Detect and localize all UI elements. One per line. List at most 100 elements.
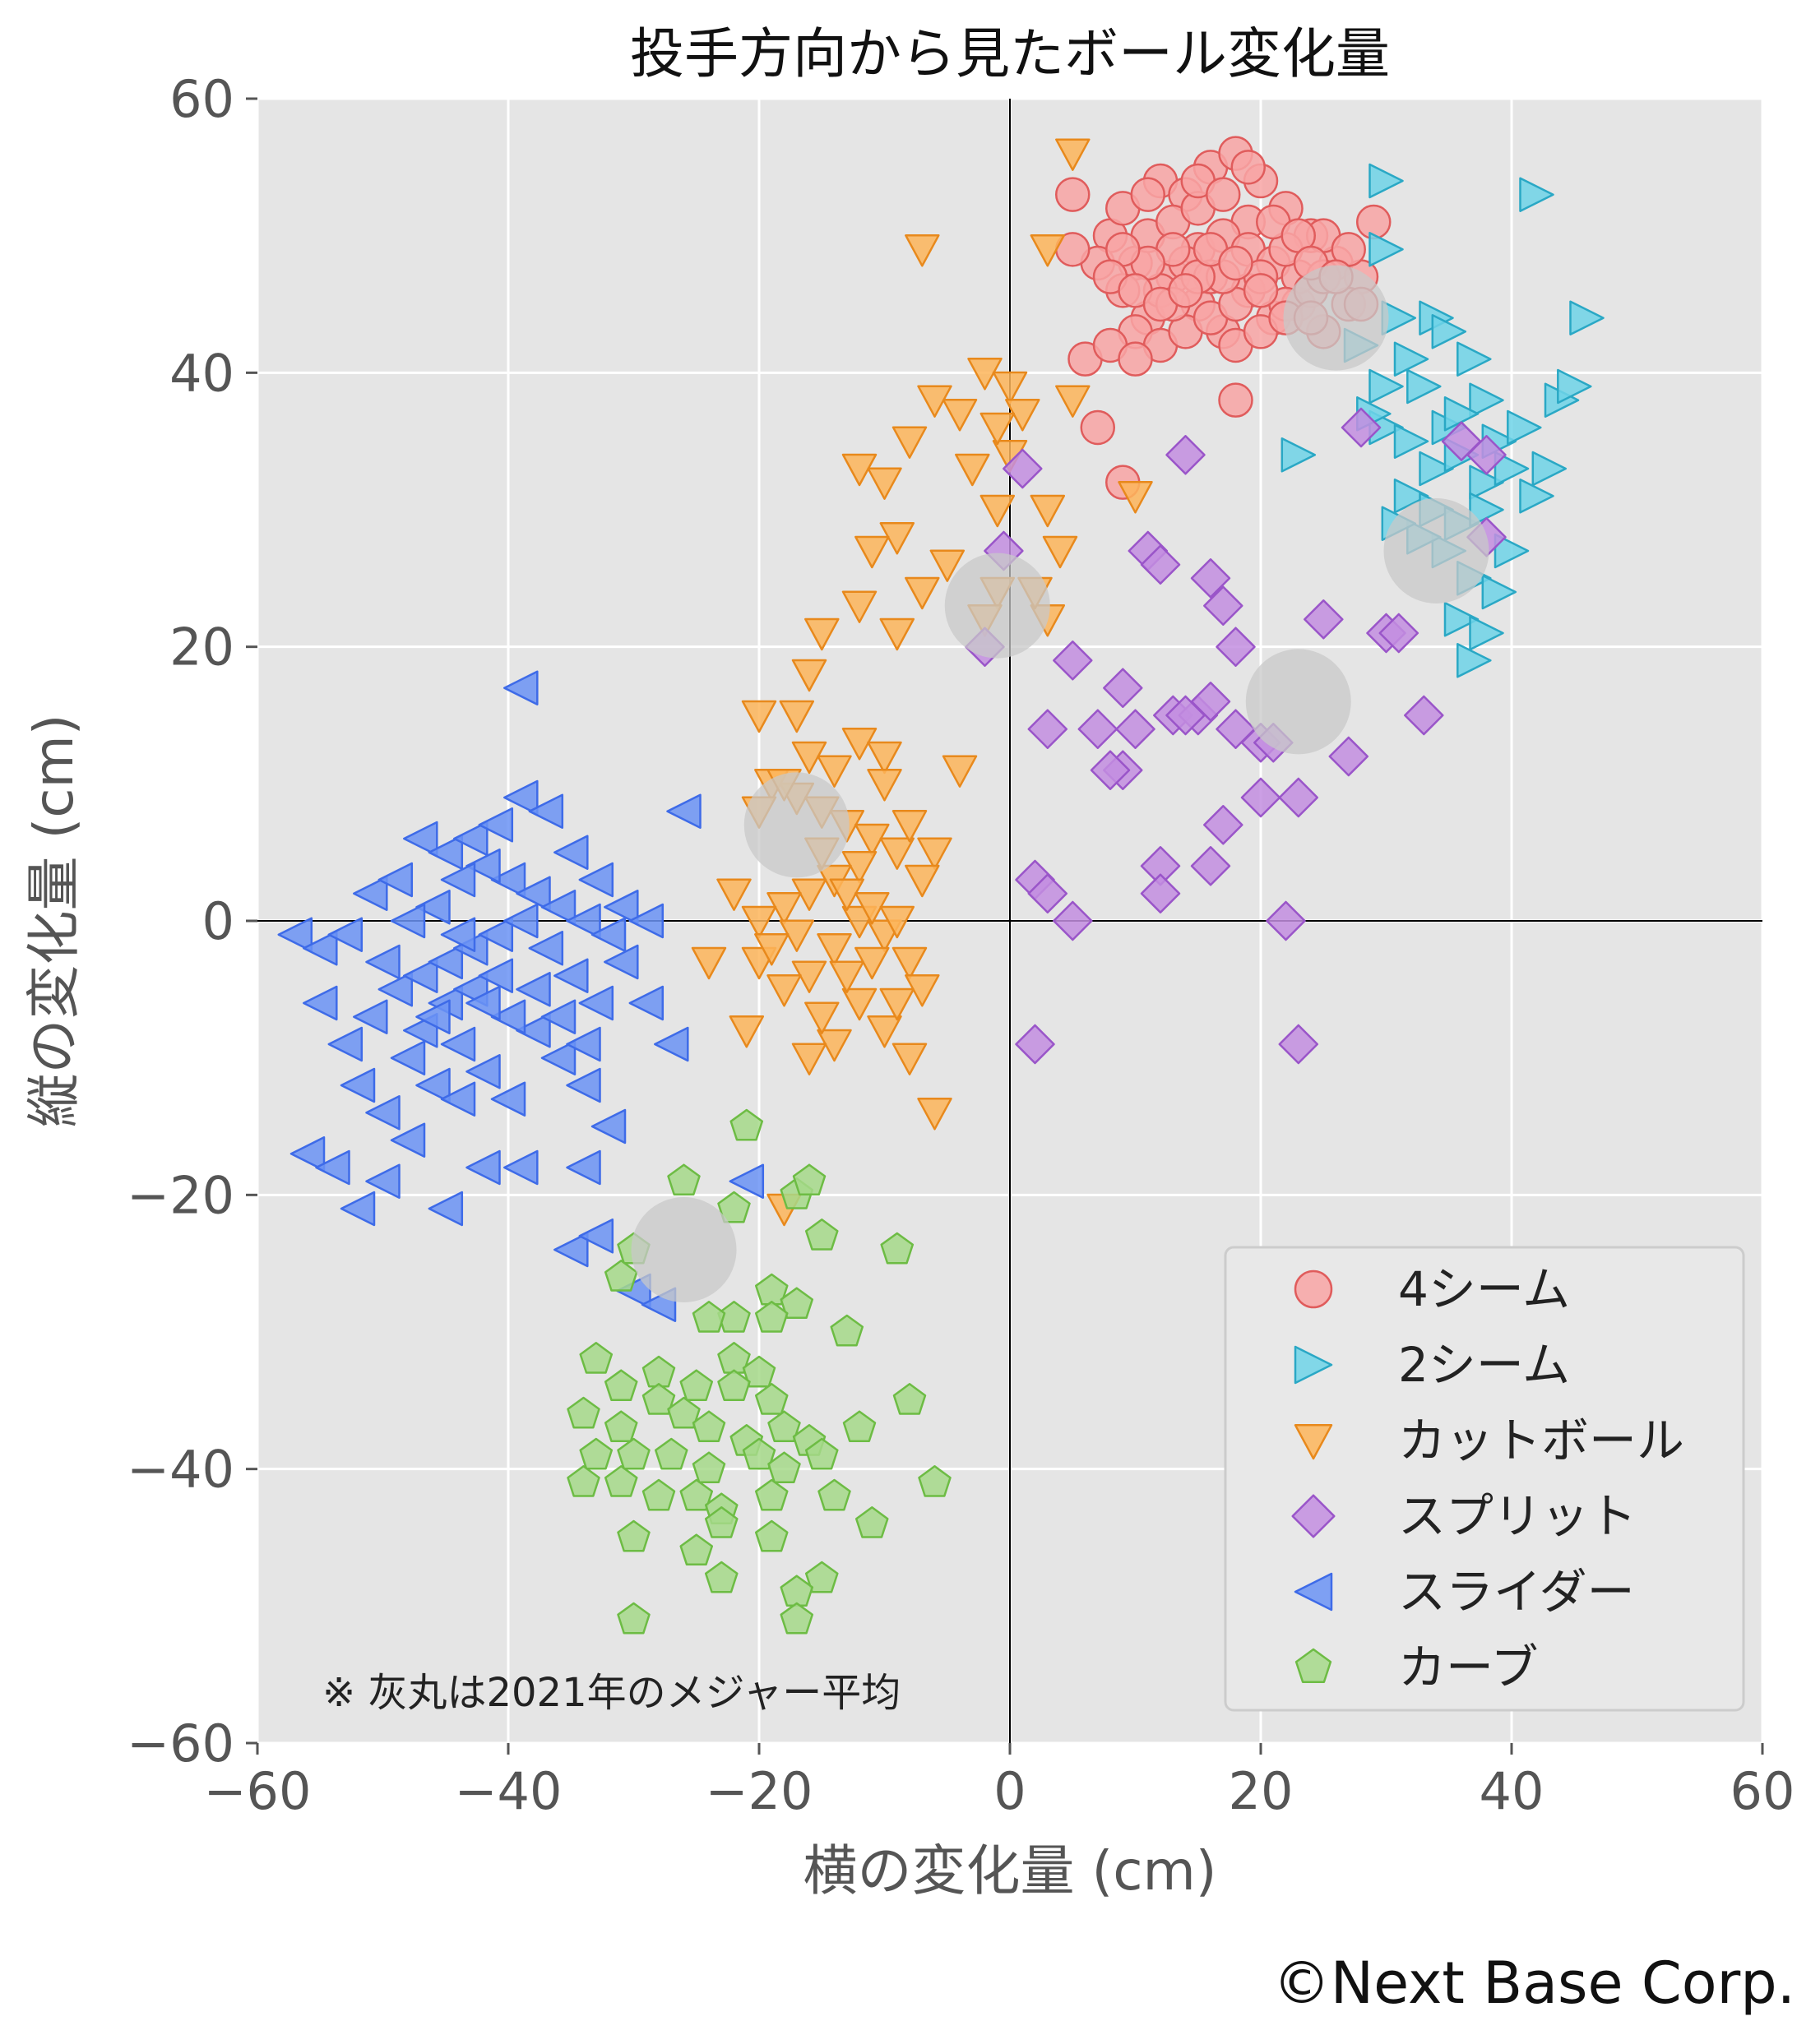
data-point: [766, 892, 802, 925]
data-point: [428, 835, 464, 870]
x-tick-label: −40: [455, 1761, 563, 1821]
data-point: [604, 944, 639, 980]
x-tick-label: 40: [1480, 1761, 1544, 1821]
legend-box: [1224, 1246, 1745, 1712]
data-point: [540, 999, 577, 1034]
data-point: [1165, 435, 1206, 475]
data-point: [854, 946, 890, 980]
data-point: [490, 862, 526, 898]
y-tick-label: 60: [169, 69, 234, 129]
data-point: [1519, 177, 1554, 212]
data-point: [667, 1163, 701, 1196]
data-point: [465, 1054, 501, 1089]
data-point: [303, 931, 338, 966]
legend-marker: [1294, 1424, 1333, 1460]
data-point: [654, 1437, 688, 1470]
legend-label: 2シーム: [1398, 1337, 1570, 1393]
data-point: [754, 1519, 789, 1552]
data-point: [804, 1219, 839, 1251]
data-point: [867, 1015, 902, 1048]
data-point: [440, 862, 476, 898]
league-average-point: [1245, 649, 1351, 755]
data-point: [553, 1232, 589, 1268]
data-point: [791, 659, 827, 692]
data-point: [879, 987, 915, 1021]
data-point: [289, 1136, 326, 1172]
data-point: [377, 972, 414, 1007]
data-point: [1230, 150, 1266, 185]
data-point: [1042, 535, 1078, 569]
data-point: [1055, 177, 1091, 212]
data-point: [365, 1095, 401, 1131]
data-point: [979, 494, 1016, 528]
data-point: [717, 1191, 751, 1223]
data-point: [1469, 615, 1504, 651]
data-point: [1419, 451, 1454, 487]
data-point: [503, 670, 539, 705]
data-point: [692, 1301, 726, 1333]
x-tick-label: −20: [706, 1761, 813, 1821]
data-point: [428, 1191, 464, 1227]
data-point: [516, 876, 551, 911]
data-point: [867, 769, 902, 802]
data-point: [942, 399, 978, 432]
data-point: [879, 905, 915, 939]
data-point: [567, 1465, 600, 1497]
data-point: [692, 1410, 726, 1443]
data-point: [942, 755, 978, 788]
data-point: [1055, 138, 1091, 171]
data-point: [854, 535, 890, 569]
data-point: [617, 1519, 651, 1552]
data-point: [841, 987, 878, 1021]
data-point: [779, 919, 815, 952]
data-point: [1431, 314, 1467, 349]
data-point: [1494, 533, 1530, 569]
data-point: [917, 385, 952, 418]
data-point: [729, 1015, 765, 1048]
data-point: [804, 617, 840, 651]
data-point: [1053, 900, 1093, 941]
data-point: [667, 1396, 701, 1429]
data-point: [1115, 709, 1155, 749]
league-average-point: [631, 1197, 737, 1302]
data-point: [353, 876, 388, 911]
data-point: [578, 1219, 614, 1254]
data-point: [1080, 409, 1115, 446]
data-point: [830, 1314, 864, 1347]
legend-marker: [1294, 1648, 1332, 1684]
data-point: [704, 1561, 739, 1593]
data-point: [918, 1465, 952, 1497]
legend-marker: [1291, 1494, 1336, 1538]
league-average-point: [1283, 265, 1389, 371]
data-point: [604, 1410, 638, 1443]
data-point: [1015, 1024, 1055, 1065]
data-point: [277, 917, 313, 952]
league-average-point: [944, 553, 1050, 659]
series-triangle-down: [691, 138, 1153, 1227]
data-point: [1218, 382, 1253, 418]
data-point: [1027, 873, 1068, 913]
data-point: [390, 1122, 426, 1158]
data-point: [804, 1561, 839, 1593]
data-point: [1190, 846, 1231, 886]
data-point: [917, 1098, 952, 1131]
data-point: [741, 700, 777, 733]
data-point: [1130, 177, 1165, 212]
data-point: [917, 837, 952, 870]
legend-marker: [1294, 1269, 1333, 1309]
data-point: [1030, 494, 1066, 528]
data-point: [403, 821, 438, 857]
data-point: [579, 1437, 614, 1470]
data-point: [1304, 599, 1344, 640]
data-point: [315, 1149, 350, 1186]
data-point: [1443, 602, 1480, 637]
data-point: [666, 793, 702, 829]
data-point: [1278, 1024, 1319, 1065]
data-point: [340, 1191, 376, 1227]
data-point: [440, 1026, 476, 1062]
data-point: [617, 1437, 651, 1470]
data-point: [729, 1108, 764, 1141]
data-point: [490, 999, 526, 1034]
data-point: [905, 234, 940, 267]
